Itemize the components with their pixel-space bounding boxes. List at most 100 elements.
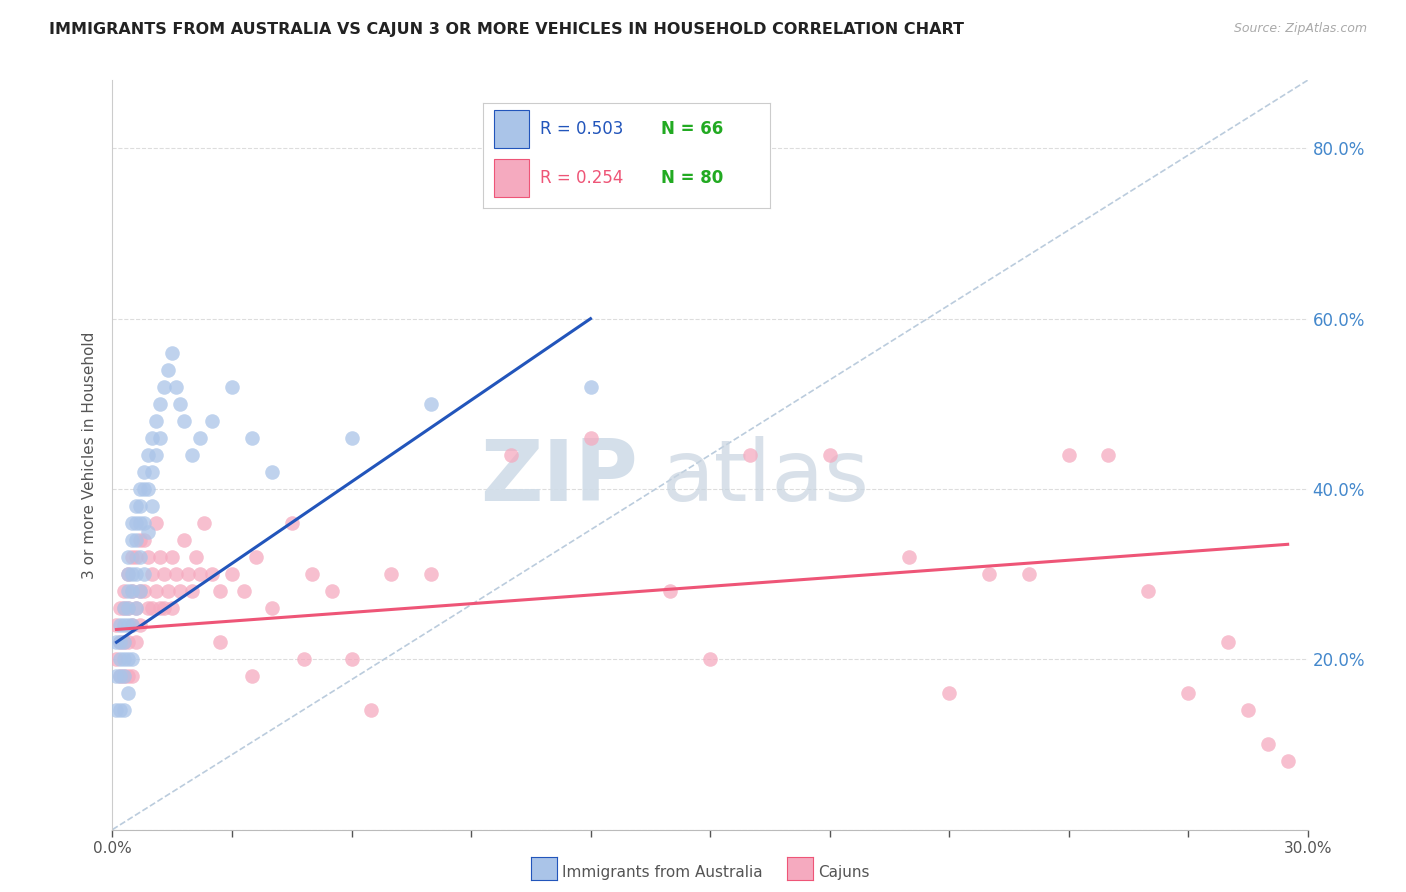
Point [186,550,208,565]
Point [173,533,195,547]
Point [110,618,132,632]
Point [233,584,256,599]
Point [134,465,156,479]
Point [105,703,128,717]
Point [260,601,283,615]
Point [1018,567,1040,582]
Point [153,601,176,615]
Point [165,567,187,582]
Point [149,431,172,445]
Point [157,363,180,377]
Point [105,652,128,666]
Point [145,414,167,428]
Point [138,482,160,496]
Point [117,669,139,683]
Point [125,567,148,582]
Point [121,618,143,632]
Point [420,397,443,411]
Point [117,584,139,599]
Text: Immigrants from Australia: Immigrants from Australia [562,865,763,880]
Point [114,635,135,649]
Text: IMMIGRANTS FROM AUSTRALIA VS CAJUN 3 OR MORE VEHICLES IN HOUSEHOLD CORRELATION C: IMMIGRANTS FROM AUSTRALIA VS CAJUN 3 OR … [49,22,965,37]
Point [134,516,156,530]
Point [129,618,152,632]
Point [245,550,267,565]
Text: Cajuns: Cajuns [818,865,870,880]
Point [117,567,139,582]
Point [181,584,204,599]
Point [162,345,183,359]
Point [380,567,402,582]
Point [1097,448,1119,462]
Point [114,601,135,615]
Point [125,550,148,565]
Point [738,448,761,462]
Point [114,652,135,666]
Point [134,482,156,496]
Point [121,516,143,530]
Point [141,431,163,445]
Point [240,669,263,683]
Point [281,516,304,530]
Point [188,431,211,445]
Point [141,601,163,615]
Point [579,380,602,394]
Point [114,601,135,615]
Point [181,448,204,462]
Point [114,584,135,599]
Text: Source: ZipAtlas.com: Source: ZipAtlas.com [1233,22,1367,36]
Point [420,567,443,582]
Point [110,601,132,615]
Point [153,380,176,394]
Point [1177,686,1199,700]
Point [110,652,132,666]
Point [134,567,156,582]
Point [1216,635,1239,649]
Point [141,567,163,582]
Point [301,567,323,582]
Point [240,431,263,445]
Point [499,448,522,462]
Point [110,635,132,649]
Point [121,669,143,683]
Point [121,567,143,582]
Point [169,584,191,599]
Point [125,533,148,547]
Point [149,550,172,565]
Point [121,618,143,632]
Point [173,414,195,428]
Point [121,652,143,666]
Point [129,550,152,565]
Point [117,601,139,615]
Point [114,703,135,717]
Point [117,618,139,632]
Point [125,635,148,649]
Point [110,635,132,649]
Point [114,669,135,683]
Y-axis label: 3 or more Vehicles in Household: 3 or more Vehicles in Household [82,331,97,579]
Point [141,465,163,479]
Point [117,635,139,649]
Point [699,652,721,666]
Point [129,499,152,513]
Point [117,601,139,615]
Point [145,584,167,599]
Point [162,550,183,565]
Point [1137,584,1160,599]
Point [201,567,224,582]
Point [292,652,315,666]
Point [169,397,191,411]
Point [165,380,187,394]
Point [138,601,160,615]
Point [125,499,148,513]
Point [360,703,382,717]
Point [134,584,156,599]
Point [134,533,156,547]
Point [145,448,167,462]
Point [117,550,139,565]
Point [105,618,128,632]
Point [138,524,160,539]
Point [321,584,343,599]
Point [153,567,176,582]
Point [114,669,135,683]
